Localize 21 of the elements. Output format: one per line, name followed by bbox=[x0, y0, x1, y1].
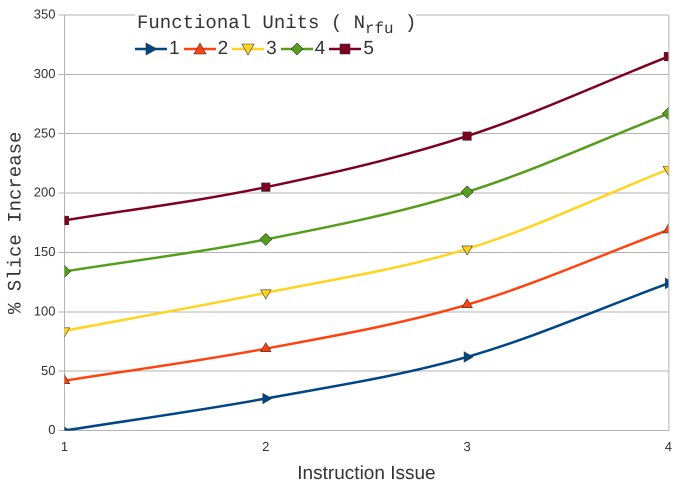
legend-label: 1 bbox=[169, 38, 180, 60]
legend-title: Functional Units ( N$_{rfu}$ ) bbox=[136, 12, 416, 38]
legend-label: 4 bbox=[314, 38, 326, 60]
y-tick-label: 100 bbox=[34, 303, 56, 318]
legend-label: 5 bbox=[363, 38, 374, 60]
y-tick-label: 250 bbox=[34, 125, 56, 140]
y-tick-label: 0 bbox=[48, 422, 56, 438]
y-tick-label: 50 bbox=[41, 362, 56, 378]
x-tick-label: 2 bbox=[262, 438, 270, 454]
x-tick-label: 1 bbox=[60, 438, 68, 454]
x-axis-title: Instruction Issue bbox=[297, 462, 436, 484]
legend-label: 2 bbox=[218, 38, 228, 60]
x-tick-label: 4 bbox=[664, 438, 672, 454]
y-tick-label: 300 bbox=[34, 66, 56, 81]
point bbox=[262, 393, 272, 404]
x-tick-label: 3 bbox=[463, 438, 471, 454]
legend-label: 3 bbox=[266, 38, 277, 60]
y-axis-title: % Slice Increase bbox=[4, 132, 26, 314]
y-tick-label: 350 bbox=[34, 6, 56, 22]
y-tick-label: 200 bbox=[34, 184, 56, 200]
y-tick-label: 150 bbox=[34, 244, 56, 260]
